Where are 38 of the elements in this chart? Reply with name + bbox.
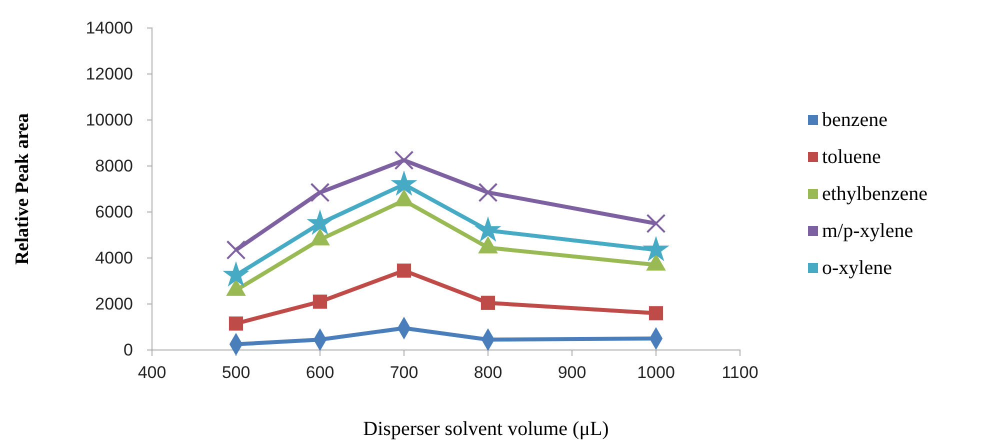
y-tick-label: 0 (124, 340, 133, 360)
point (646, 214, 666, 234)
point (310, 182, 330, 202)
x-axis-title: Disperser solvent volume (μL) (363, 418, 609, 440)
point (480, 296, 496, 310)
x-tick-label: 1000 (637, 363, 675, 382)
point (478, 182, 498, 202)
y-tick-label: 8000 (95, 156, 133, 176)
x-tick-label: 400 (138, 363, 166, 382)
x-tick-label: 500 (222, 363, 250, 382)
y-tick-label: 2000 (95, 294, 133, 314)
y-tick-label: 14000 (86, 18, 133, 38)
y-tick-label: 12000 (86, 64, 133, 84)
point (306, 210, 334, 235)
x-tick-label: 700 (390, 363, 418, 382)
legend-label: ethylbenzene (822, 183, 928, 205)
y-tick-label: 6000 (95, 202, 133, 222)
point (228, 316, 244, 331)
legend-label: benzene (822, 109, 888, 131)
point (474, 216, 502, 242)
point (394, 150, 414, 170)
x-tick-label: 800 (474, 363, 502, 382)
y-tick-label: 4000 (95, 248, 133, 268)
x-tick-label: 900 (558, 363, 586, 382)
legend-label: m/p-xylene (822, 220, 914, 242)
point (648, 306, 664, 320)
point (390, 170, 418, 196)
point (396, 264, 412, 278)
x-tick-label: 1100 (722, 363, 758, 382)
legend-label: toluene (822, 146, 881, 168)
x-tick-label: 600 (306, 363, 334, 382)
point (642, 236, 670, 262)
point (222, 261, 250, 287)
point (312, 294, 328, 309)
y-tick-label: 10000 (86, 110, 133, 130)
point (226, 240, 246, 260)
legend-label: o-xylene (822, 257, 892, 279)
y-axis-title: Relative Peak area (12, 112, 33, 265)
